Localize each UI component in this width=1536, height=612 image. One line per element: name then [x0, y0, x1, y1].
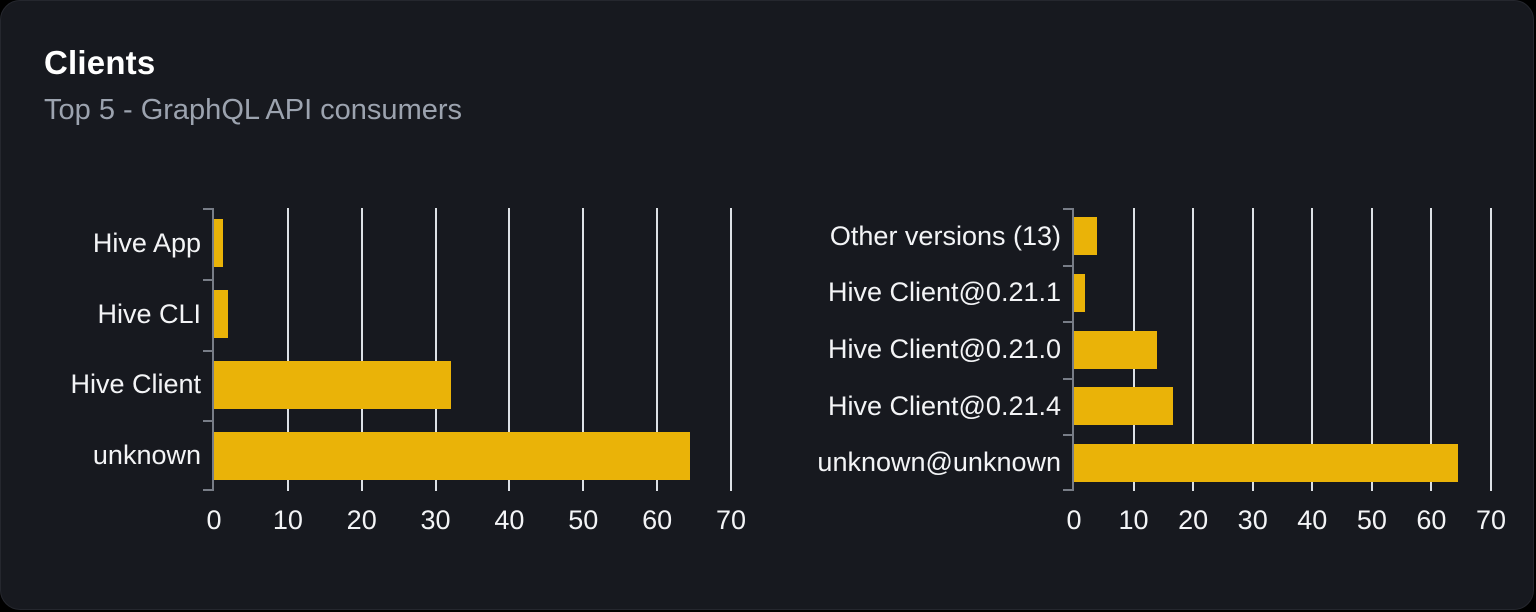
x-tick-label: 70 — [715, 505, 747, 535]
gridline — [1430, 208, 1433, 491]
y-axis-tick — [1063, 264, 1072, 267]
y-axis-tick — [1063, 489, 1072, 491]
gridline — [1370, 208, 1373, 491]
x-tick-label: 40 — [1297, 505, 1328, 535]
bar[interactable] — [214, 360, 452, 409]
x-tick-label: 30 — [420, 505, 451, 535]
category-label: Hive Client@0.21.4 — [827, 390, 1061, 421]
y-axis-tick — [1063, 208, 1072, 210]
gridline — [434, 208, 437, 491]
x-tick-label: 20 — [346, 505, 377, 535]
category-label: Hive Client — [70, 369, 201, 400]
y-axis-tick — [1063, 377, 1072, 380]
x-tick-label: 0 — [206, 505, 222, 535]
clients-bar-chart: Hive App Hive CLI Hive Client unknown 0 10 20 3… — [70, 208, 746, 535]
y-axis-tick — [203, 489, 212, 491]
gridline — [508, 208, 511, 491]
category-label: unknown — [92, 440, 201, 471]
category-label: Hive Client@0.21.0 — [827, 333, 1061, 364]
x-tick-label: 20 — [1178, 505, 1209, 535]
panel-title: Clients — [44, 44, 156, 81]
y-axis-tick — [1063, 434, 1072, 437]
gridline — [360, 208, 363, 491]
category-label: unknown@unknown — [817, 447, 1061, 478]
category-label: Hive Client@0.21.1 — [827, 277, 1061, 308]
x-tick-label: 30 — [1237, 505, 1268, 535]
gridline — [582, 208, 585, 491]
bar[interactable] — [214, 290, 229, 339]
y-axis-tick — [203, 349, 212, 352]
x-tick-label: 0 — [1066, 505, 1082, 535]
y-axis-tick — [203, 208, 212, 210]
bar[interactable] — [214, 431, 690, 480]
x-tick-label: 10 — [272, 505, 303, 535]
y-axis-line — [1072, 208, 1074, 491]
x-tick-label: 10 — [1118, 505, 1149, 535]
y-axis-line — [212, 208, 214, 491]
x-tick-label: 50 — [1356, 505, 1387, 535]
gridline — [656, 208, 659, 491]
category-labels: Hive App Hive CLI Hive Client unknown — [70, 208, 201, 491]
bar[interactable] — [214, 219, 223, 268]
bar[interactable] — [1074, 217, 1098, 256]
gridline — [730, 208, 732, 491]
gridline — [1251, 208, 1254, 491]
panel-subtitle: Top 5 - GraphQL API consumers — [44, 94, 463, 126]
y-axis-tick — [203, 278, 212, 281]
category-label: Hive CLI — [97, 298, 201, 329]
y-axis-tick — [203, 420, 212, 423]
bar[interactable] — [1074, 387, 1173, 426]
bar[interactable] — [1074, 273, 1086, 312]
x-tick-label: 70 — [1475, 505, 1507, 535]
plot-area: 0 10 20 30 40 50 60 70 — [203, 208, 746, 535]
gridline — [1311, 208, 1314, 491]
x-tick-label: 60 — [642, 505, 673, 535]
gridline — [1490, 208, 1492, 491]
plot-area: 0 10 20 30 40 50 60 70 — [1063, 208, 1506, 535]
bar[interactable] — [1074, 330, 1157, 369]
category-labels: Other versions (13) Hive Client@0.21.1 Hiv… — [817, 208, 1061, 491]
category-label: Hive App — [92, 227, 201, 258]
y-axis-tick — [1063, 321, 1072, 324]
client-versions-bar-chart: Other versions (13) Hive Client@0.21.1 Hiv… — [817, 208, 1506, 535]
x-tick-label: 40 — [494, 505, 525, 535]
gridline — [1192, 208, 1195, 491]
x-tick-label: 50 — [568, 505, 599, 535]
gridline — [286, 208, 289, 491]
x-tick-label: 60 — [1416, 505, 1447, 535]
bar[interactable] — [1074, 443, 1459, 482]
category-label: Other versions (13) — [829, 220, 1061, 251]
